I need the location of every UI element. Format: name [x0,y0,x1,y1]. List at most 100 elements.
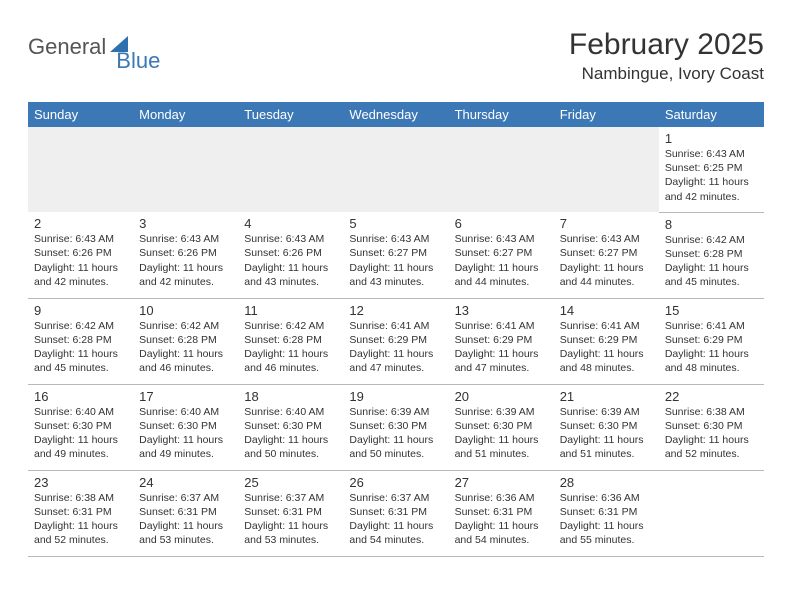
month-title: February 2025 [569,28,764,62]
day-cell: 17Sunrise: 6:40 AMSunset: 6:30 PMDayligh… [133,384,238,470]
dayname-wednesday: Wednesday [343,102,448,127]
day-info: Sunrise: 6:37 AMSunset: 6:31 PMDaylight:… [349,491,442,548]
day-number: 22 [665,389,758,404]
week-row: 1Sunrise: 6:43 AMSunset: 6:25 PMDaylight… [28,127,764,212]
week-row: 9Sunrise: 6:42 AMSunset: 6:28 PMDaylight… [28,298,764,384]
day-number: 14 [560,303,653,318]
day-cell: 28Sunrise: 6:36 AMSunset: 6:31 PMDayligh… [554,470,659,556]
day-cell: 8Sunrise: 6:42 AMSunset: 6:28 PMDaylight… [659,212,764,298]
dayname-sunday: Sunday [28,102,133,127]
dayname-friday: Friday [554,102,659,127]
day-info: Sunrise: 6:36 AMSunset: 6:31 PMDaylight:… [560,491,653,548]
day-cell: 1Sunrise: 6:43 AMSunset: 6:25 PMDaylight… [659,127,764,212]
day-info: Sunrise: 6:43 AMSunset: 6:26 PMDaylight:… [244,232,337,289]
day-number: 5 [349,216,442,231]
day-cell: 11Sunrise: 6:42 AMSunset: 6:28 PMDayligh… [238,298,343,384]
day-info: Sunrise: 6:43 AMSunset: 6:25 PMDaylight:… [665,147,758,204]
header: General Blue February 2025 Nambingue, Iv… [28,28,764,84]
day-number: 4 [244,216,337,231]
day-info: Sunrise: 6:42 AMSunset: 6:28 PMDaylight:… [665,233,758,290]
day-cell: 25Sunrise: 6:37 AMSunset: 6:31 PMDayligh… [238,470,343,556]
location: Nambingue, Ivory Coast [569,64,764,84]
day-number: 10 [139,303,232,318]
day-info: Sunrise: 6:40 AMSunset: 6:30 PMDaylight:… [139,405,232,462]
day-cell: 12Sunrise: 6:41 AMSunset: 6:29 PMDayligh… [343,298,448,384]
day-cell: 18Sunrise: 6:40 AMSunset: 6:30 PMDayligh… [238,384,343,470]
day-info: Sunrise: 6:40 AMSunset: 6:30 PMDaylight:… [244,405,337,462]
day-cell: 16Sunrise: 6:40 AMSunset: 6:30 PMDayligh… [28,384,133,470]
day-number: 12 [349,303,442,318]
day-info: Sunrise: 6:42 AMSunset: 6:28 PMDaylight:… [34,319,127,376]
dayname-row: Sunday Monday Tuesday Wednesday Thursday… [28,102,764,127]
day-number: 23 [34,475,127,490]
day-number: 20 [455,389,548,404]
day-cell: 2Sunrise: 6:43 AMSunset: 6:26 PMDaylight… [28,212,133,298]
day-info: Sunrise: 6:43 AMSunset: 6:26 PMDaylight:… [139,232,232,289]
day-info: Sunrise: 6:41 AMSunset: 6:29 PMDaylight:… [665,319,758,376]
day-cell [343,127,448,212]
day-number: 2 [34,216,127,231]
day-cell: 21Sunrise: 6:39 AMSunset: 6:30 PMDayligh… [554,384,659,470]
day-cell [659,470,764,556]
day-cell [554,127,659,212]
dayname-thursday: Thursday [449,102,554,127]
calendar-body: 1Sunrise: 6:43 AMSunset: 6:25 PMDaylight… [28,127,764,556]
day-number: 11 [244,303,337,318]
day-info: Sunrise: 6:39 AMSunset: 6:30 PMDaylight:… [349,405,442,462]
day-info: Sunrise: 6:43 AMSunset: 6:27 PMDaylight:… [349,232,442,289]
week-row: 16Sunrise: 6:40 AMSunset: 6:30 PMDayligh… [28,384,764,470]
day-cell [238,127,343,212]
day-number: 1 [665,131,758,146]
day-info: Sunrise: 6:38 AMSunset: 6:30 PMDaylight:… [665,405,758,462]
day-number: 9 [34,303,127,318]
day-cell: 20Sunrise: 6:39 AMSunset: 6:30 PMDayligh… [449,384,554,470]
day-cell: 9Sunrise: 6:42 AMSunset: 6:28 PMDaylight… [28,298,133,384]
day-info: Sunrise: 6:36 AMSunset: 6:31 PMDaylight:… [455,491,548,548]
day-info: Sunrise: 6:37 AMSunset: 6:31 PMDaylight:… [139,491,232,548]
day-number: 18 [244,389,337,404]
day-cell: 26Sunrise: 6:37 AMSunset: 6:31 PMDayligh… [343,470,448,556]
day-info: Sunrise: 6:38 AMSunset: 6:31 PMDaylight:… [34,491,127,548]
day-info: Sunrise: 6:42 AMSunset: 6:28 PMDaylight:… [244,319,337,376]
calendar-page: General Blue February 2025 Nambingue, Iv… [0,0,792,577]
day-info: Sunrise: 6:43 AMSunset: 6:26 PMDaylight:… [34,232,127,289]
day-info: Sunrise: 6:40 AMSunset: 6:30 PMDaylight:… [34,405,127,462]
day-info: Sunrise: 6:41 AMSunset: 6:29 PMDaylight:… [455,319,548,376]
day-cell: 19Sunrise: 6:39 AMSunset: 6:30 PMDayligh… [343,384,448,470]
day-number: 6 [455,216,548,231]
day-info: Sunrise: 6:43 AMSunset: 6:27 PMDaylight:… [560,232,653,289]
day-cell: 13Sunrise: 6:41 AMSunset: 6:29 PMDayligh… [449,298,554,384]
day-number: 15 [665,303,758,318]
day-cell: 7Sunrise: 6:43 AMSunset: 6:27 PMDaylight… [554,212,659,298]
day-cell: 23Sunrise: 6:38 AMSunset: 6:31 PMDayligh… [28,470,133,556]
day-number: 16 [34,389,127,404]
day-number: 25 [244,475,337,490]
day-number: 24 [139,475,232,490]
logo-text-blue: Blue [116,48,160,74]
day-number: 19 [349,389,442,404]
logo: General Blue [28,28,160,60]
day-cell: 27Sunrise: 6:36 AMSunset: 6:31 PMDayligh… [449,470,554,556]
day-cell: 6Sunrise: 6:43 AMSunset: 6:27 PMDaylight… [449,212,554,298]
day-cell: 14Sunrise: 6:41 AMSunset: 6:29 PMDayligh… [554,298,659,384]
day-cell: 4Sunrise: 6:43 AMSunset: 6:26 PMDaylight… [238,212,343,298]
day-info: Sunrise: 6:39 AMSunset: 6:30 PMDaylight:… [455,405,548,462]
day-cell: 24Sunrise: 6:37 AMSunset: 6:31 PMDayligh… [133,470,238,556]
dayname-tuesday: Tuesday [238,102,343,127]
day-number: 28 [560,475,653,490]
day-cell [449,127,554,212]
logo-text-general: General [28,34,106,60]
calendar-table: Sunday Monday Tuesday Wednesday Thursday… [28,102,764,557]
day-info: Sunrise: 6:41 AMSunset: 6:29 PMDaylight:… [349,319,442,376]
day-number: 7 [560,216,653,231]
day-info: Sunrise: 6:43 AMSunset: 6:27 PMDaylight:… [455,232,548,289]
day-cell: 15Sunrise: 6:41 AMSunset: 6:29 PMDayligh… [659,298,764,384]
day-number: 17 [139,389,232,404]
day-info: Sunrise: 6:42 AMSunset: 6:28 PMDaylight:… [139,319,232,376]
day-cell: 10Sunrise: 6:42 AMSunset: 6:28 PMDayligh… [133,298,238,384]
day-cell: 5Sunrise: 6:43 AMSunset: 6:27 PMDaylight… [343,212,448,298]
day-cell: 3Sunrise: 6:43 AMSunset: 6:26 PMDaylight… [133,212,238,298]
day-number: 27 [455,475,548,490]
week-row: 23Sunrise: 6:38 AMSunset: 6:31 PMDayligh… [28,470,764,556]
week-row: 2Sunrise: 6:43 AMSunset: 6:26 PMDaylight… [28,212,764,298]
